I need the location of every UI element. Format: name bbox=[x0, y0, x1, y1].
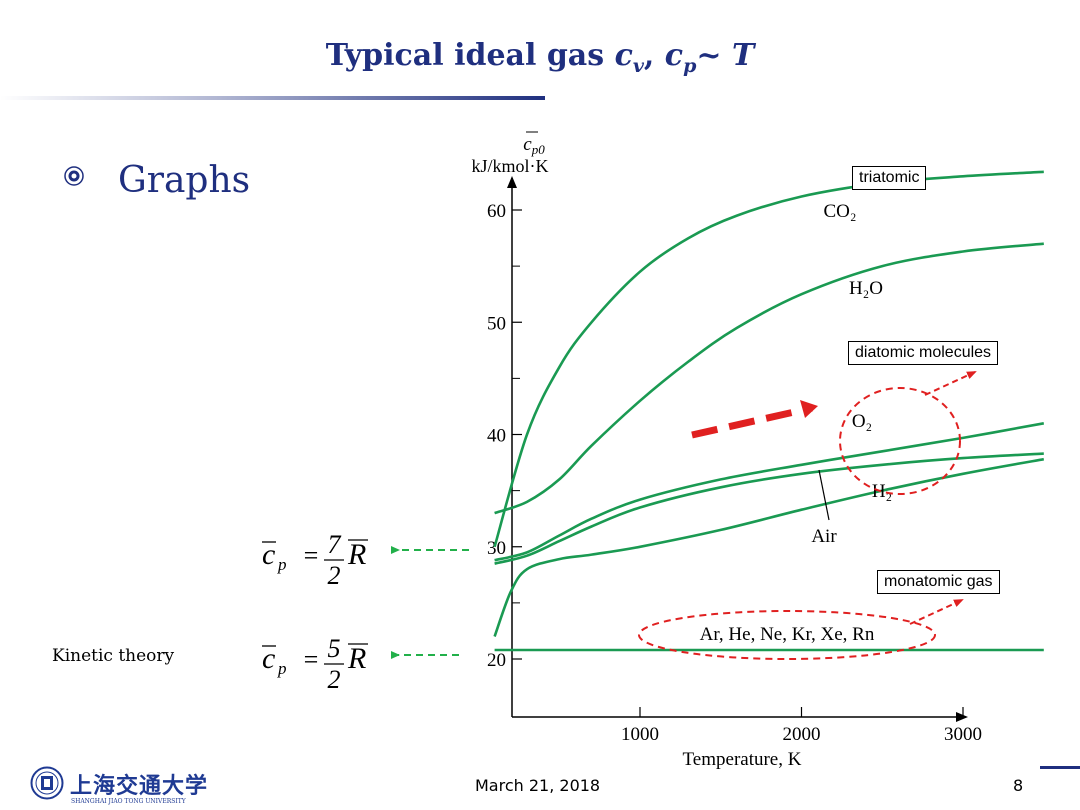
label-triatomic: triatomic bbox=[852, 166, 927, 190]
svg-text:5: 5 bbox=[328, 634, 341, 663]
monatomic-pointer bbox=[909, 599, 964, 625]
kinetic-theory-label: Kinetic theory bbox=[52, 646, 175, 666]
svg-text:c: c bbox=[262, 538, 275, 571]
curve-h2o bbox=[494, 242, 1044, 515]
page-number-rule bbox=[1040, 766, 1080, 769]
slide-title: Typical ideal gas cv, cp~ T bbox=[325, 38, 755, 77]
university-name-en: SHANGHAI JIAO TONG UNIVERSITY bbox=[71, 798, 186, 805]
svg-text:p: p bbox=[277, 659, 287, 678]
label-monatomic: monatomic gas bbox=[877, 570, 1000, 594]
curve-o2 bbox=[494, 422, 1045, 562]
y-axis-symbol: cp0 bbox=[523, 134, 545, 157]
red-dashed-arrow bbox=[691, 404, 813, 439]
y-tick-label: 60 bbox=[487, 201, 506, 222]
diatomic-pointer bbox=[924, 371, 977, 396]
series-label-h2o: H₂O bbox=[849, 278, 883, 299]
air-pointer bbox=[818, 469, 830, 521]
svg-text:2: 2 bbox=[328, 561, 341, 590]
series-label-air: Air bbox=[811, 526, 837, 547]
y-axis-unit: kJ/kmol·K bbox=[471, 156, 548, 176]
svg-text:=: = bbox=[302, 541, 320, 570]
x-tick-label: 2000 bbox=[783, 724, 821, 745]
svg-text:R: R bbox=[347, 538, 366, 571]
equation-five-halves: c p = 5 2 R bbox=[256, 632, 386, 701]
x-tick-label: 3000 bbox=[944, 724, 982, 745]
university-seal-icon bbox=[30, 766, 64, 800]
x-axis-label: Temperature, K bbox=[683, 749, 802, 770]
equation-seven-halves: c p = 7 2 R bbox=[256, 528, 386, 597]
y-tick-label: 40 bbox=[487, 426, 506, 447]
x-tick-label: 1000 bbox=[621, 724, 659, 745]
svg-text:c: c bbox=[262, 642, 275, 675]
diatomic-dashed-circle bbox=[839, 387, 961, 495]
curve-h2 bbox=[493, 457, 1045, 637]
red-arrow-head bbox=[800, 400, 818, 418]
seal-bullet-icon bbox=[64, 166, 84, 186]
y-tick-label: 30 bbox=[487, 538, 506, 559]
svg-text:=: = bbox=[302, 645, 320, 674]
svg-text:R: R bbox=[347, 642, 366, 675]
svg-text:7: 7 bbox=[328, 530, 342, 559]
svg-text:2: 2 bbox=[328, 665, 341, 694]
svg-text:p: p bbox=[277, 555, 287, 574]
series-label-co2: CO₂ bbox=[823, 201, 856, 222]
slide-date: March 21, 2018 bbox=[475, 776, 601, 795]
series-label-monatomic: Ar, He, Ne, Kr, Xe, Rn bbox=[700, 624, 875, 645]
series-label-h2: H₂ bbox=[872, 481, 892, 502]
label-diatomic: diatomic molecules bbox=[848, 341, 999, 365]
curve-air bbox=[494, 452, 1044, 565]
bullet-graphs: Graphs bbox=[118, 160, 251, 201]
equation-five-halves-figure: c p = 5 2 R bbox=[262, 634, 368, 694]
series-label-o2: O₂ bbox=[852, 411, 872, 432]
university-name-cn: 上海交通大学 bbox=[70, 773, 209, 799]
monatomic-dashed-ellipse bbox=[638, 610, 936, 660]
title-underline bbox=[0, 96, 545, 100]
y-tick-label: 20 bbox=[487, 650, 506, 671]
equation-seven-halves-figure: c p = 7 2 R bbox=[262, 530, 368, 590]
page-number: 8 bbox=[1013, 776, 1024, 795]
y-tick-label: 50 bbox=[487, 313, 506, 334]
